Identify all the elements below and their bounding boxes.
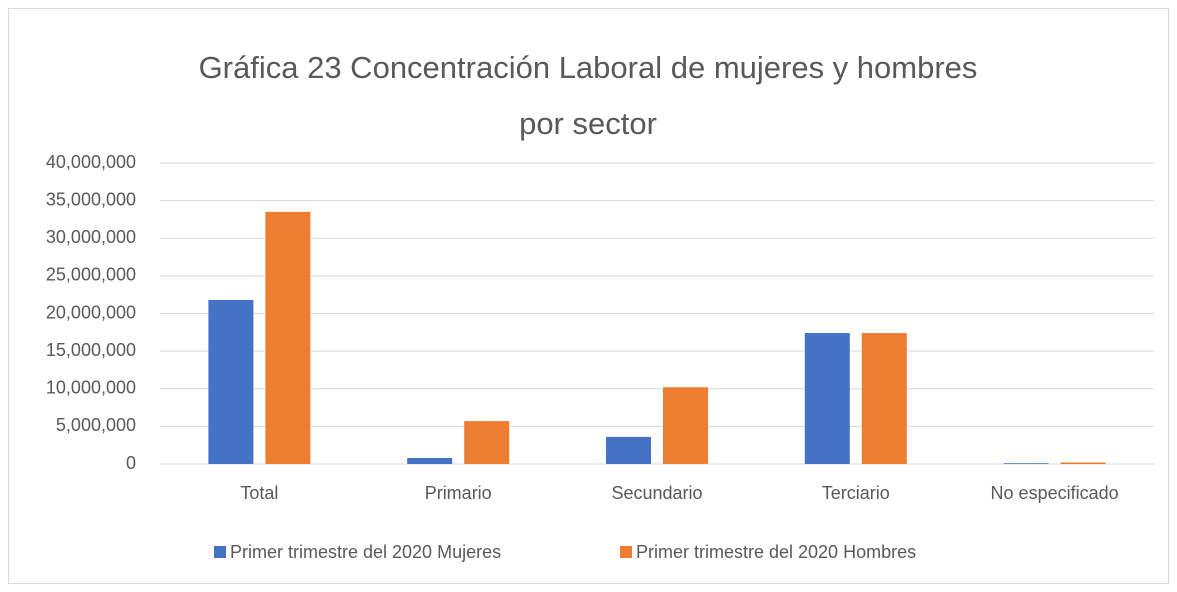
- x-tick-label: Terciario: [822, 483, 890, 503]
- bar: [606, 436, 651, 464]
- y-tick-label: 10,000,000: [46, 378, 136, 398]
- chart-title: Gráfica 23 Concentración Laboral de muje…: [198, 50, 978, 141]
- y-tick-label: 0: [126, 453, 136, 473]
- x-tick-label: Total: [240, 483, 278, 503]
- y-tick-label: 15,000,000: [46, 340, 136, 360]
- x-tick-label: Primario: [425, 483, 492, 503]
- legend-label: Primer trimestre del 2020 Hombres: [636, 542, 916, 562]
- bar: [1060, 462, 1106, 464]
- x-tick-label: No especificado: [991, 483, 1119, 503]
- legend-swatch: [214, 546, 226, 558]
- bar: [663, 387, 708, 464]
- y-tick-label: 30,000,000: [46, 227, 136, 247]
- x-tick-label: Secundario: [611, 483, 702, 503]
- bar: [804, 333, 850, 464]
- bar: [407, 457, 453, 464]
- bar: [1003, 463, 1049, 464]
- bar: [208, 299, 254, 464]
- chart-border: [8, 8, 1169, 584]
- y-tick-label: 35,000,000: [46, 189, 136, 209]
- y-tick-label: 5,000,000: [56, 415, 136, 435]
- legend-swatch: [620, 546, 632, 558]
- bar: [464, 421, 510, 464]
- y-tick-label: 20,000,000: [46, 302, 136, 322]
- legend-label: Primer trimestre del 2020 Mujeres: [230, 542, 501, 562]
- y-tick-label: 40,000,000: [46, 152, 136, 172]
- bar: [861, 333, 907, 464]
- y-tick-label: 25,000,000: [46, 265, 136, 285]
- bar: [265, 211, 311, 464]
